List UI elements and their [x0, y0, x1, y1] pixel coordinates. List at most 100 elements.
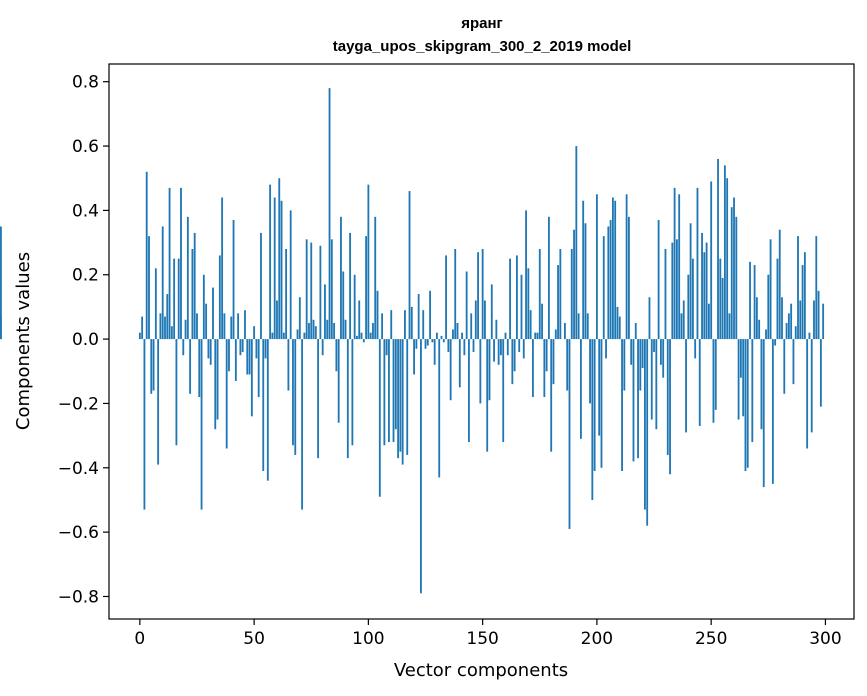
bar [659, 339, 662, 365]
bar [433, 339, 436, 365]
bar [189, 339, 192, 394]
bar [175, 339, 178, 446]
bar [424, 339, 427, 349]
bar [529, 310, 532, 340]
bar [819, 339, 822, 407]
bar [627, 216, 630, 340]
bar [479, 339, 482, 404]
bar [399, 339, 402, 452]
bar [328, 88, 331, 340]
bar [312, 319, 315, 340]
bar [584, 223, 587, 340]
bar [484, 300, 486, 340]
bar [525, 210, 527, 340]
bar [276, 300, 278, 340]
bar [792, 339, 795, 385]
bar [607, 226, 610, 340]
bar [438, 339, 441, 478]
bar [429, 290, 431, 340]
bar [232, 220, 235, 340]
bar [801, 265, 804, 340]
bar [753, 265, 756, 340]
bar [552, 339, 555, 385]
bar [392, 339, 395, 443]
bar [305, 239, 308, 340]
y-tick-label: −0.2 [58, 394, 99, 414]
bar [342, 271, 345, 340]
bar [721, 277, 724, 340]
bar [719, 258, 722, 340]
bar [675, 239, 678, 340]
x-axis-label: Vector components [394, 660, 568, 681]
bar [212, 287, 214, 340]
bar [643, 339, 646, 510]
bar [545, 339, 548, 372]
bar [701, 232, 703, 340]
bar [463, 339, 466, 356]
bar [285, 249, 288, 340]
bar [216, 339, 219, 420]
bar [335, 339, 338, 372]
bar [234, 339, 237, 381]
bar [735, 216, 738, 340]
bar [797, 236, 799, 340]
bar [600, 339, 603, 468]
bar [806, 339, 809, 449]
bar [138, 332, 141, 340]
bar [198, 339, 201, 397]
bar [260, 232, 262, 340]
bar [173, 258, 176, 340]
bar [653, 339, 655, 352]
bar [410, 306, 413, 340]
plot-frame [108, 63, 855, 620]
x-tick-label: 200 [581, 629, 613, 649]
bar [250, 339, 253, 417]
bar [760, 339, 763, 430]
bar [436, 332, 438, 340]
bar [180, 187, 182, 340]
bar [634, 323, 637, 340]
y-tick-label: −0.4 [58, 459, 99, 479]
bar [737, 339, 740, 420]
bar [461, 332, 463, 340]
bar [282, 332, 285, 340]
bar [360, 332, 363, 340]
bar [602, 236, 605, 340]
bar [255, 339, 258, 359]
bar [415, 339, 418, 349]
bar [225, 339, 228, 449]
bar [698, 339, 701, 426]
bar [182, 339, 185, 356]
bar [751, 339, 754, 443]
bar [705, 242, 708, 340]
bar [289, 210, 292, 340]
bar [611, 197, 614, 340]
bar [771, 339, 774, 484]
chart-title: яранг [461, 15, 503, 32]
bar [573, 229, 575, 340]
bar [755, 297, 758, 340]
bar [648, 297, 651, 340]
bar [317, 339, 320, 459]
bar [340, 216, 342, 340]
bar [218, 255, 221, 340]
bar [372, 323, 374, 340]
bar [401, 339, 404, 465]
x-tick-label: 100 [352, 629, 384, 649]
bar [378, 339, 381, 497]
bar [646, 339, 649, 526]
bar [559, 249, 562, 340]
bar [168, 187, 171, 340]
bar [577, 313, 580, 340]
bar [349, 232, 352, 340]
y-axis-ticks: 0.8 0.6 0.4 0.2 0.0 −0.2 −0.4 −0.6 −0.8 [58, 73, 109, 607]
bar [196, 313, 198, 340]
bar [406, 339, 409, 455]
bar [408, 191, 411, 340]
bar [730, 207, 733, 340]
bar [493, 339, 495, 362]
x-tick-label: 300 [809, 629, 841, 649]
bar [278, 178, 281, 340]
bar [575, 146, 578, 340]
bar [164, 316, 166, 340]
